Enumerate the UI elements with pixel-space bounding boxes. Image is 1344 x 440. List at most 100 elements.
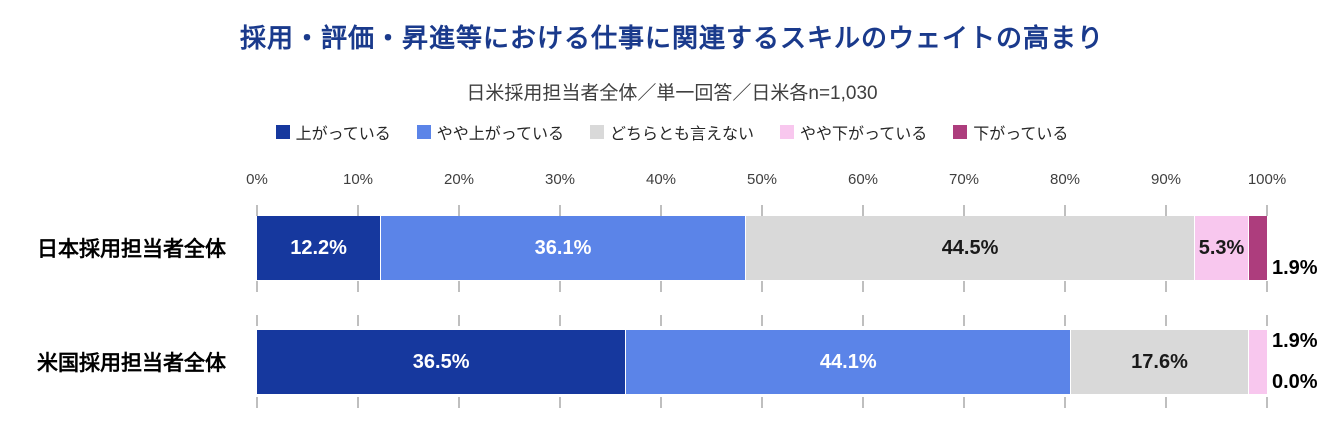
legend-label: 下がっている <box>973 126 1069 143</box>
tick-mark <box>862 315 864 326</box>
data-label-outside: 1.9% <box>1272 330 1318 352</box>
data-label-outside: 1.9% <box>1272 257 1318 279</box>
bar-segment: 36.5% <box>257 330 626 394</box>
bar-segment: 44.5% <box>744 216 1195 280</box>
legend-label: どちらとも言えない <box>609 126 754 143</box>
gridline-ticks-row <box>256 397 1268 408</box>
tick-mark <box>1064 205 1066 216</box>
outside-labels: 1.9% <box>1267 216 1318 280</box>
tick-mark <box>256 315 258 326</box>
tick-mark <box>1165 281 1167 292</box>
x-axis-tick-label: 10% <box>342 171 374 188</box>
tick-mark <box>1266 315 1268 326</box>
tick-mark <box>1165 315 1167 326</box>
tick-mark <box>1266 205 1268 216</box>
chart-subtitle: 日米採用担当者全体／単一回答／日米各n=1,030 <box>466 83 878 104</box>
tick-mark <box>660 205 662 216</box>
bar-segment: 5.3% <box>1194 216 1248 280</box>
data-label-outside: 0.0% <box>1272 371 1318 393</box>
tick-mark <box>761 281 763 292</box>
legend-item: 下がっている <box>953 120 1068 144</box>
bar-japan: 12.2% 36.1% 44.5% 5.3% 1.9% <box>257 216 1318 280</box>
tick-mark <box>761 315 763 326</box>
tick-mark <box>458 315 460 326</box>
tick-mark <box>1064 315 1066 326</box>
tick-mark <box>963 397 965 408</box>
tick-mark <box>1165 205 1167 216</box>
x-axis-tick-label: 40% <box>645 171 677 188</box>
gridline-ticks-row <box>256 281 1268 292</box>
tick-mark <box>357 205 359 216</box>
tick-mark <box>559 397 561 408</box>
legend-item: 上がっている <box>275 120 391 144</box>
tick-mark <box>761 205 763 216</box>
legend-swatch-icon <box>275 125 290 139</box>
x-axis-tick-label: 100% <box>1247 171 1287 188</box>
tick-mark <box>357 315 359 326</box>
data-label: 17.6% <box>1131 350 1188 373</box>
x-axis: 0% 10% 20% 30% 40% 50% 60% 70% 80% 90% 100% <box>246 171 1286 191</box>
bar-segment <box>1247 330 1267 394</box>
x-axis-tick-label: 30% <box>544 171 576 188</box>
legend-item: どちらとも言えない <box>589 120 754 144</box>
gridline-ticks-row <box>256 205 1268 216</box>
tick-mark <box>963 315 965 326</box>
tick-mark <box>256 281 258 292</box>
bar-segment: 36.1% <box>380 216 745 280</box>
gridline-ticks-row <box>256 315 1268 326</box>
plot-area: 0% 10% 20% 30% 40% 50% 60% 70% 80% 90% 100% 12.2% 3… <box>246 0 1318 440</box>
bar-segment: 17.6% <box>1070 330 1248 394</box>
x-axis-tick-label: 50% <box>746 171 778 188</box>
x-axis-tick-label: 70% <box>948 171 980 188</box>
legend-swatch-icon <box>416 125 431 139</box>
x-axis-tick-label: 0% <box>246 171 268 188</box>
legend-label: やや下がっている <box>800 126 928 143</box>
tick-mark <box>1165 397 1167 408</box>
category-label-japan: 日本採用担当者全体 <box>37 238 226 261</box>
tick-mark <box>357 397 359 408</box>
tick-mark <box>559 205 561 216</box>
tick-mark <box>1064 281 1066 292</box>
tick-mark <box>256 397 258 408</box>
tick-mark <box>660 315 662 326</box>
tick-mark <box>559 315 561 326</box>
legend-label: 上がっている <box>295 126 391 143</box>
legend-swatch-icon <box>953 125 968 139</box>
legend-item: やや下がっている <box>780 120 927 144</box>
tick-mark <box>660 397 662 408</box>
bar-us: 36.5% 44.1% 17.6% 1.9% 0.0% <box>257 330 1318 394</box>
tick-mark <box>862 205 864 216</box>
x-axis-tick-label: 80% <box>1049 171 1081 188</box>
data-label: 44.5% <box>941 236 999 259</box>
tick-mark <box>559 281 561 292</box>
tick-mark <box>458 281 460 292</box>
tick-mark <box>458 397 460 408</box>
legend-swatch-icon <box>780 125 794 139</box>
tick-mark <box>1064 397 1066 408</box>
x-axis-tick-label: 90% <box>1150 171 1182 188</box>
tick-mark <box>963 281 965 292</box>
tick-mark <box>660 281 662 292</box>
data-label: 36.1% <box>534 236 592 259</box>
tick-mark <box>1266 281 1268 292</box>
tick-mark <box>256 205 258 216</box>
chart-title: 採用・評価・昇進等における仕事に関連するスキルのウェイトの高まり <box>239 23 1104 53</box>
tick-mark <box>458 205 460 216</box>
bar-segment: 44.1% <box>625 330 1071 394</box>
tick-mark <box>963 205 965 216</box>
x-axis-tick-label: 60% <box>847 171 879 188</box>
tick-mark <box>357 281 359 292</box>
tick-mark <box>862 281 864 292</box>
legend-item: やや上がっている <box>416 120 564 144</box>
data-label: 5.3% <box>1198 236 1245 259</box>
tick-mark <box>761 397 763 408</box>
tick-mark <box>862 397 864 408</box>
tick-mark <box>1266 397 1268 408</box>
data-label: 12.2% <box>290 236 347 259</box>
legend-label: やや上がっている <box>436 126 564 143</box>
legend-swatch-icon <box>589 125 604 139</box>
category-label-us: 米国採用担当者全体 <box>37 352 226 375</box>
data-label: 44.1% <box>819 350 877 373</box>
outside-labels: 1.9% 0.0% <box>1267 330 1318 394</box>
